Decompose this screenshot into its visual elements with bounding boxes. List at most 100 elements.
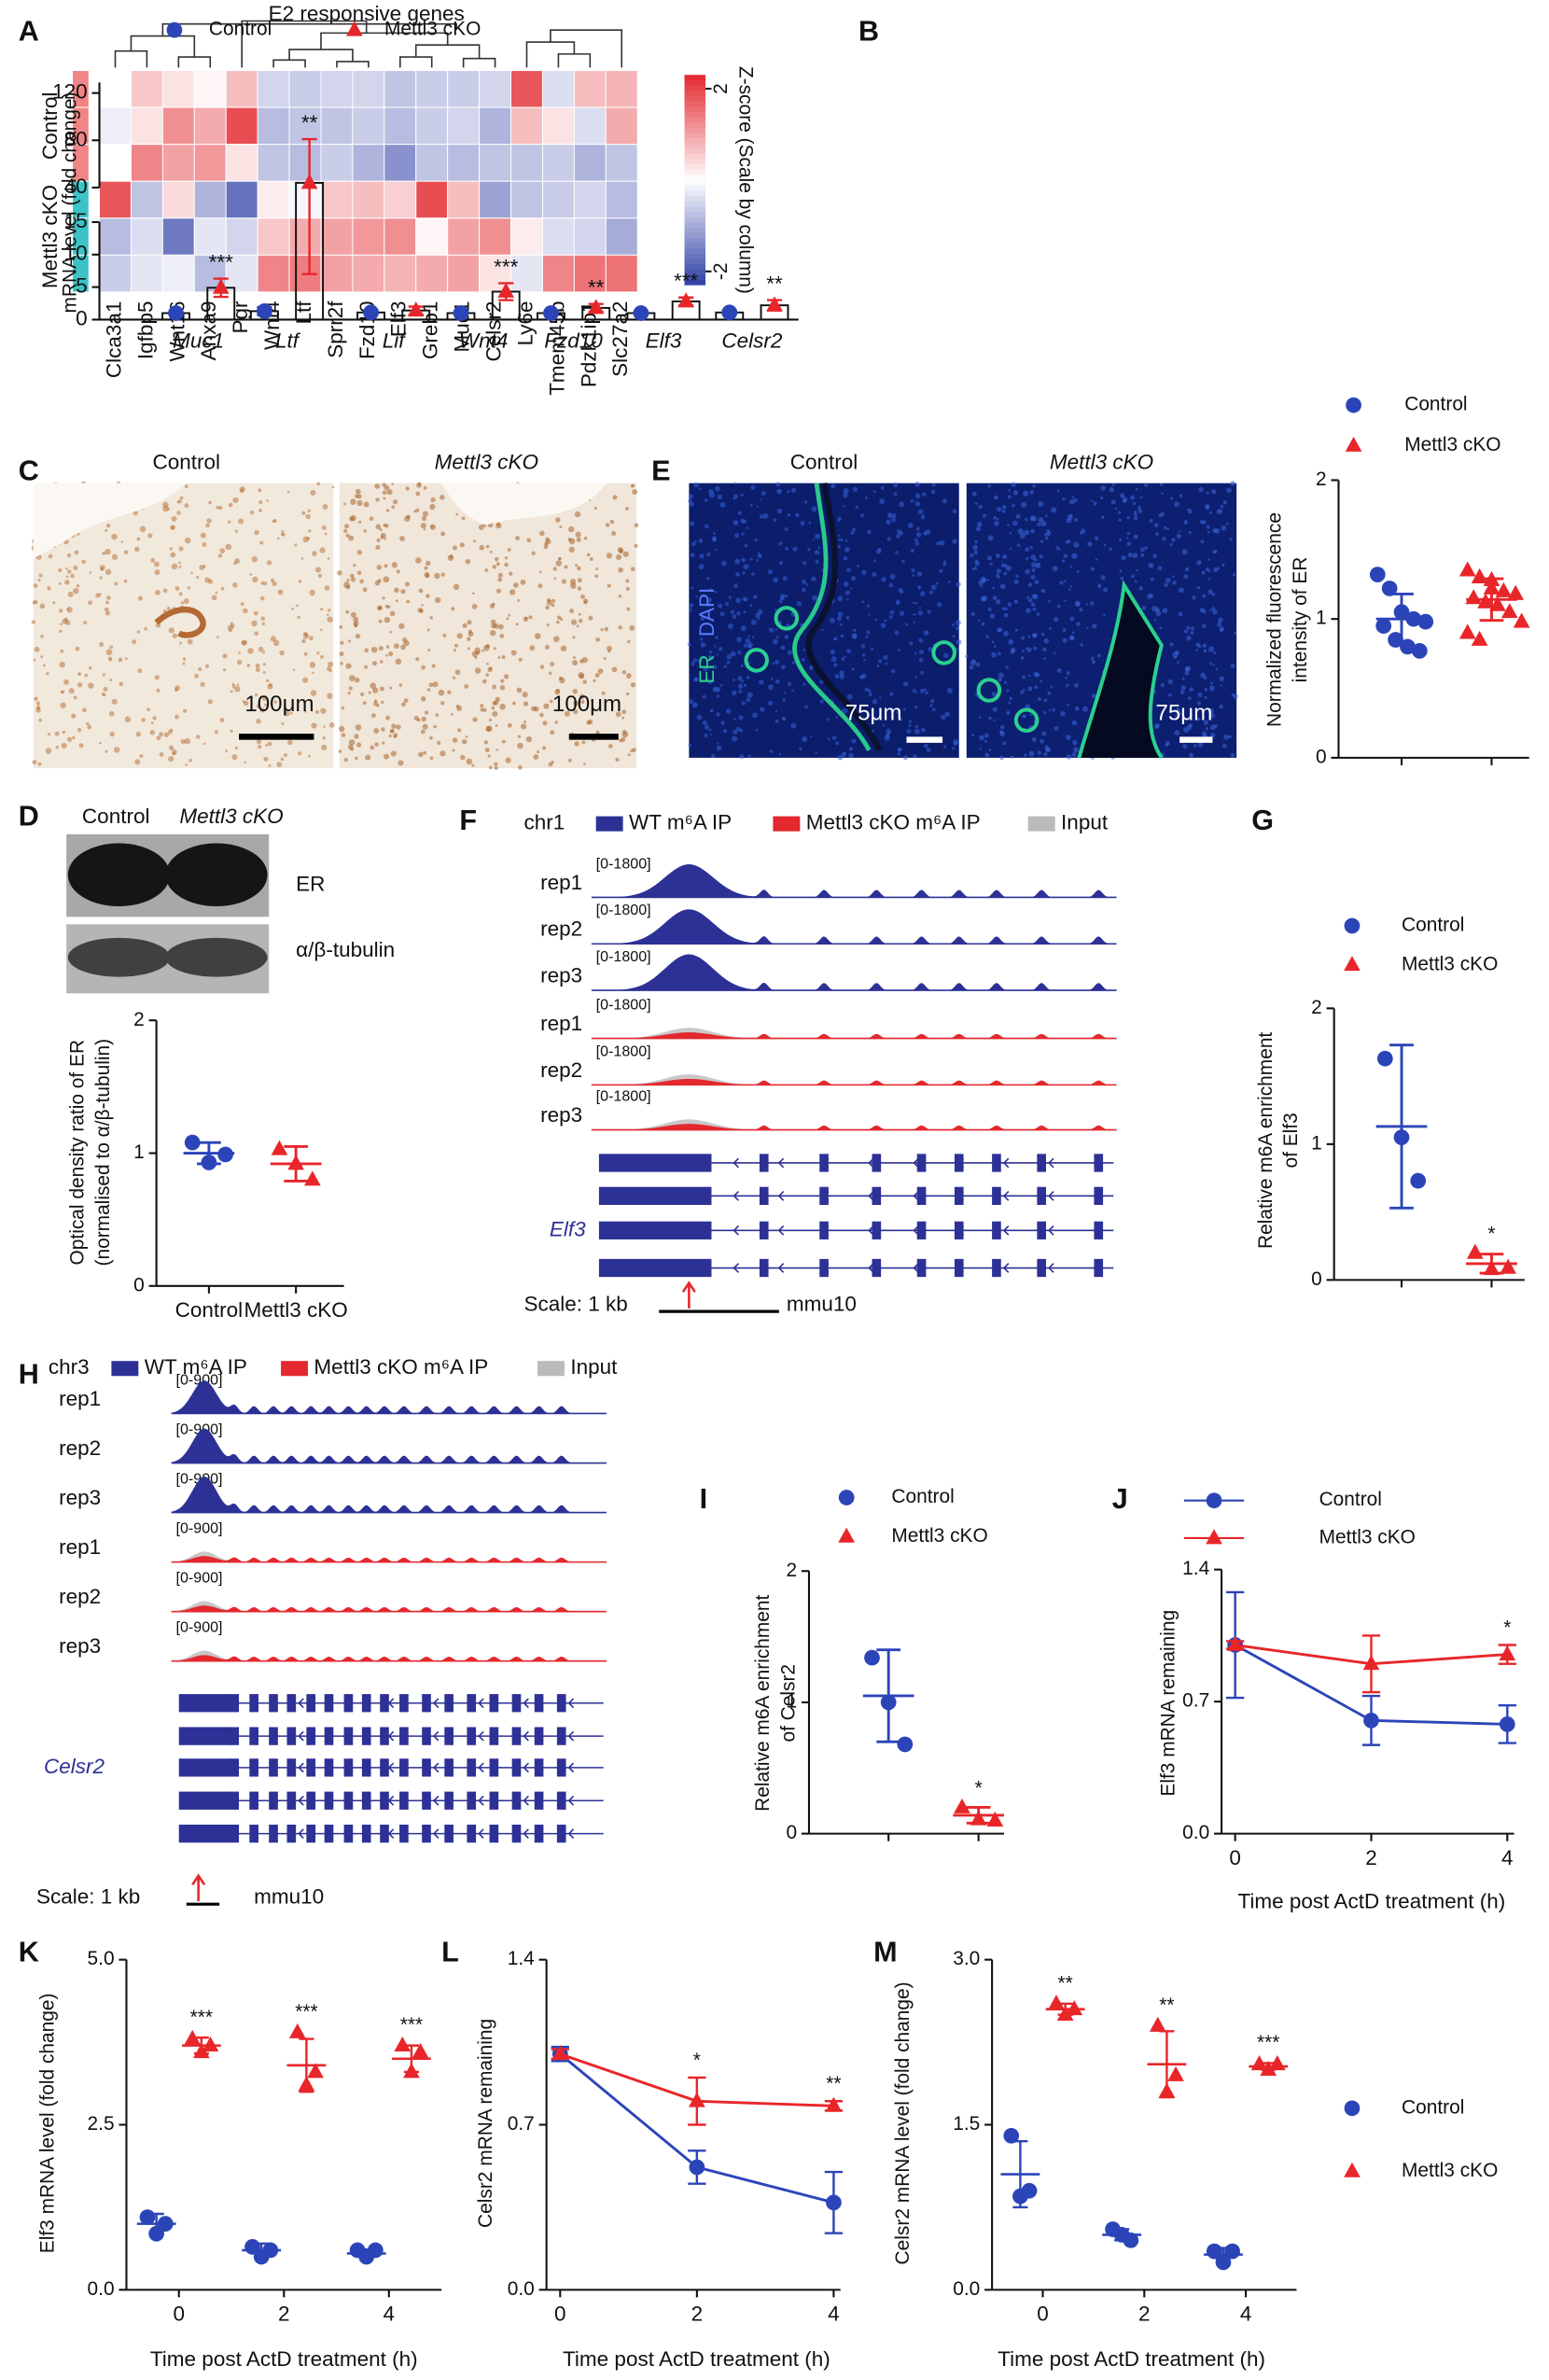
texture (719, 501, 726, 508)
texture (1198, 486, 1204, 493)
texture (281, 529, 285, 533)
texture (690, 553, 695, 558)
texture (734, 533, 739, 539)
texture (385, 509, 390, 512)
texture (808, 521, 812, 525)
texture (543, 544, 549, 550)
texture (1080, 528, 1086, 534)
texture (396, 724, 401, 730)
track-label: rep1 (59, 1535, 101, 1559)
texture (977, 619, 981, 623)
texture (207, 699, 214, 705)
texture (1066, 671, 1070, 676)
texture (1055, 545, 1060, 550)
texture (508, 613, 511, 617)
texture (1007, 602, 1012, 607)
y-tick-label: 2 (133, 1009, 145, 1030)
texture (152, 716, 157, 721)
texture (575, 564, 579, 567)
heatmap-cell (573, 217, 607, 256)
texture (1015, 574, 1019, 578)
strand-arrow (777, 1190, 785, 1201)
texture (953, 741, 958, 746)
texture (1071, 496, 1075, 499)
heatmap-cell (384, 180, 417, 219)
texture (914, 724, 918, 728)
point (307, 2063, 324, 2079)
track-label: rep2 (59, 1436, 101, 1460)
texture (482, 707, 487, 712)
texture (611, 530, 617, 537)
texture (573, 700, 579, 707)
texture (416, 718, 421, 722)
texture (430, 525, 433, 528)
texture (918, 657, 924, 663)
texture (400, 644, 406, 651)
texture (347, 639, 352, 643)
exon (1094, 1221, 1104, 1239)
texture (241, 640, 246, 646)
legend-marker (1345, 436, 1362, 452)
texture (618, 567, 623, 573)
texture (1207, 707, 1214, 714)
texture (42, 664, 46, 667)
texture (544, 542, 548, 546)
texture (569, 609, 575, 614)
texture (59, 661, 65, 668)
texture (295, 604, 299, 608)
texture (182, 662, 186, 665)
texture (434, 572, 440, 580)
heatmap-cell (415, 217, 449, 256)
strand-arrow (432, 1698, 440, 1709)
texture (552, 567, 557, 571)
texture (970, 734, 974, 737)
texture (512, 582, 519, 588)
texture (136, 537, 141, 541)
heatmap-cell (605, 254, 638, 293)
texture (105, 749, 108, 753)
texture (1092, 623, 1097, 629)
texture (414, 557, 422, 564)
texture (951, 623, 955, 626)
exon (916, 1258, 927, 1278)
exon (286, 1727, 297, 1745)
texture (1040, 632, 1045, 637)
panel-letter: C (19, 455, 39, 486)
texture (457, 728, 462, 733)
exon (178, 1758, 232, 1777)
texture (995, 553, 1000, 558)
colorbar-step (684, 105, 706, 112)
texture (485, 643, 490, 649)
texture (454, 643, 458, 648)
texture (896, 601, 900, 606)
texture (1001, 505, 1007, 510)
texture (861, 569, 867, 575)
texture (65, 620, 71, 625)
texture (791, 689, 794, 693)
point (1375, 618, 1392, 634)
strand-arrow (252, 1795, 259, 1806)
texture (391, 483, 395, 485)
track-label: rep1 (59, 1387, 101, 1410)
texture (575, 531, 581, 538)
texture (1029, 713, 1032, 716)
texture (577, 586, 582, 591)
coverage (591, 909, 1117, 945)
texture (726, 654, 733, 660)
texture (606, 553, 613, 559)
texture (774, 679, 780, 684)
texture (1139, 496, 1143, 499)
texture (286, 739, 293, 746)
texture (349, 675, 356, 681)
exon (511, 1824, 522, 1843)
texture (868, 613, 871, 616)
texture (376, 704, 380, 707)
texture (418, 751, 424, 758)
strand-arrow (478, 1730, 484, 1742)
texture (914, 493, 921, 499)
texture (1069, 616, 1075, 622)
texture (375, 497, 380, 502)
panel-letter: F (459, 805, 477, 836)
texture (54, 731, 60, 736)
strand-arrow (1002, 1263, 1010, 1273)
